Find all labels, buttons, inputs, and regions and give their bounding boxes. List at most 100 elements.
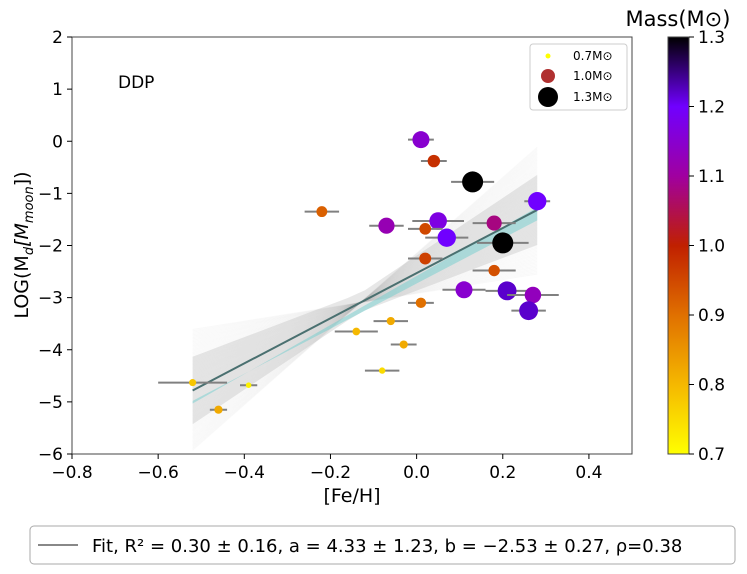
point-marker xyxy=(429,212,447,230)
point-marker xyxy=(419,222,432,235)
y-tick-label: −2 xyxy=(38,237,63,257)
size-legend: 0.7M⊙ 1.0M⊙ 1.3M⊙ xyxy=(529,43,628,111)
y-tick-label: −6 xyxy=(38,445,63,465)
data-point xyxy=(304,206,340,218)
data-point xyxy=(240,382,258,388)
data-point xyxy=(408,297,434,309)
legend-marker-0-7 xyxy=(545,53,551,59)
point-marker xyxy=(488,264,500,277)
fit-sample-line xyxy=(192,148,538,450)
data-point xyxy=(369,217,404,234)
fit-line xyxy=(192,209,538,392)
data-point xyxy=(420,154,447,168)
point-marker xyxy=(378,367,386,374)
colorbar-ticks: 0.7 0.8 0.9 1.0 1.1 1.2 1.3 xyxy=(689,28,725,465)
colorbar-tick-label: 0.8 xyxy=(698,376,725,396)
point-marker xyxy=(437,228,456,247)
y-axis-ticks: −6 −5 −4 −3 −2 −1 0 1 2 xyxy=(38,28,72,465)
fit-sample-line xyxy=(192,272,538,332)
data-point xyxy=(524,192,551,211)
data-point xyxy=(412,212,464,230)
x-tick-label: 0.2 xyxy=(489,463,516,483)
point-marker xyxy=(462,171,484,193)
point-marker xyxy=(352,327,361,336)
fit-sample-line xyxy=(192,262,538,341)
fit-sample-line xyxy=(192,256,538,347)
point-marker xyxy=(492,232,514,254)
x-axis-ticks: −0.8 −0.6 −0.4 −0.2 0.0 0.2 0.4 xyxy=(51,454,602,483)
colorbar-tick-label: 1.3 xyxy=(698,28,725,48)
y-tick-label: −1 xyxy=(38,184,63,204)
data-point xyxy=(209,405,228,414)
fit-sample-line xyxy=(192,159,538,439)
fit-sample-line xyxy=(192,158,538,440)
data-points xyxy=(158,131,559,414)
data-point xyxy=(408,131,434,149)
data-point xyxy=(373,316,408,326)
point-marker xyxy=(378,217,395,234)
x-axis-label: [Fe/H] xyxy=(323,485,380,507)
point-marker xyxy=(412,131,430,149)
y-tick-label: 2 xyxy=(52,28,63,48)
fit-sample-line xyxy=(192,152,538,446)
point-marker xyxy=(399,340,408,349)
point-marker xyxy=(415,297,427,309)
fit-sample-line xyxy=(192,273,538,330)
colorbar-tick-label: 1.2 xyxy=(698,98,725,118)
data-point xyxy=(390,340,417,349)
data-point xyxy=(472,215,516,231)
data-point xyxy=(425,228,469,247)
fit-sample-line xyxy=(192,156,538,442)
data-point xyxy=(476,232,529,254)
point-marker xyxy=(455,281,473,299)
point-marker xyxy=(189,379,197,387)
fit-sample-line xyxy=(192,146,538,451)
point-marker xyxy=(497,281,517,301)
fit-sample-line xyxy=(192,269,538,335)
y-tick-label: 0 xyxy=(52,132,63,152)
fit-sample-line xyxy=(192,153,538,444)
fit-sample-line xyxy=(192,259,538,344)
fit-sample-line xyxy=(192,155,538,443)
point-marker xyxy=(486,215,502,231)
x-tick-label: 0.0 xyxy=(403,463,430,483)
point-marker xyxy=(528,192,547,211)
data-point xyxy=(158,379,228,387)
data-point xyxy=(408,252,443,265)
legend-label-1-3: 1.3M⊙ xyxy=(573,90,613,104)
fit-legend: Fit, R² = 0.30 ± 0.16, a = 4.33 ± 1.23, … xyxy=(29,525,736,565)
data-point xyxy=(364,367,400,374)
x-tick-label: −0.4 xyxy=(224,463,265,483)
data-point xyxy=(472,264,516,277)
point-marker xyxy=(214,405,223,414)
x-tick-label: −0.8 xyxy=(51,463,92,483)
data-point xyxy=(507,286,559,304)
fit-sample-line xyxy=(192,149,538,448)
y-axis-label: LOG(Md[Mmoon]) xyxy=(11,171,37,318)
fit-inner-band xyxy=(192,207,538,404)
fit-sample-line xyxy=(192,257,538,345)
legend-marker-1-0 xyxy=(541,69,555,83)
legend-marker-1-3 xyxy=(538,87,558,107)
point-marker xyxy=(519,301,539,321)
fit-sample-line xyxy=(192,263,538,340)
data-point xyxy=(408,222,443,235)
colorbar-tick-label: 0.9 xyxy=(698,306,725,326)
point-marker xyxy=(245,382,252,388)
y-tick-label: −5 xyxy=(38,393,63,413)
data-point xyxy=(451,171,495,193)
fit-sample-line xyxy=(192,270,538,333)
fit-sample-line xyxy=(192,260,538,343)
point-marker xyxy=(386,316,395,326)
data-point xyxy=(334,327,378,336)
fit-sample-line xyxy=(192,162,538,436)
fit-sample-line xyxy=(192,265,538,339)
legend-label-0-7: 0.7M⊙ xyxy=(573,49,613,63)
ddp-annotation: DDP xyxy=(118,73,154,93)
colorbar-tick-label: 0.7 xyxy=(698,445,725,465)
x-tick-label: −0.6 xyxy=(138,463,179,483)
y-tick-label: 1 xyxy=(52,80,63,100)
point-marker xyxy=(316,206,328,218)
data-point xyxy=(511,301,546,321)
